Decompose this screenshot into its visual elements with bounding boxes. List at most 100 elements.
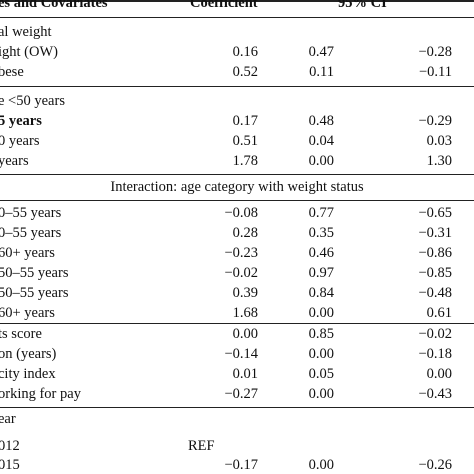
interaction-title: Interaction: age category with weight st…: [110, 179, 364, 195]
section-rule: [0, 407, 474, 408]
row-ci-lower: 0.61: [426, 305, 452, 321]
row-coefficient: 0.01: [232, 366, 258, 382]
row-coefficient: −0.08: [224, 205, 258, 221]
row-label: years: [0, 153, 29, 169]
row-coefficient: 0.00: [232, 326, 258, 342]
row-p-value: 0.77: [308, 205, 334, 221]
row-p-value: 0.04: [308, 133, 334, 149]
row-label: 50–55 years: [0, 265, 69, 281]
row-coefficient: −0.14: [224, 346, 258, 362]
row-label: on (years): [0, 346, 57, 362]
row-coefficient: −0.17: [224, 457, 258, 473]
row-label: 5 years: [0, 113, 42, 129]
row-coefficient: −0.27: [224, 386, 258, 402]
table-row: 60+ years 1.68 0.00 0.61: [0, 303, 474, 323]
row-ci-lower: −0.31: [418, 225, 452, 241]
section-title: e <50 years: [0, 93, 65, 109]
row-coefficient: −0.02: [224, 265, 258, 281]
row-label: 015: [0, 457, 20, 473]
row-coefficient: 1.78: [232, 153, 258, 169]
row-p-value: 0.35: [308, 225, 334, 241]
table-row: on (years) −0.14 0.00 −0.18: [0, 344, 474, 364]
header-ci: 95% CI: [338, 0, 387, 11]
row-ci-lower: −0.65: [418, 205, 452, 221]
row-p-value: 0.00: [308, 153, 334, 169]
section-rule: [0, 86, 474, 87]
row-ci-lower: 0.03: [426, 133, 452, 149]
table-row: city index 0.01 0.05 0.00: [0, 364, 474, 384]
row-coefficient: 0.28: [232, 225, 258, 241]
row-p-value: 0.00: [308, 457, 334, 473]
table-row: bese 0.52 0.11 −0.11: [0, 62, 474, 82]
row-p-value: 0.48: [308, 113, 334, 129]
row-ci-lower: −0.85: [418, 265, 452, 281]
table-row: 50–55 years −0.02 0.97 −0.85: [0, 263, 474, 283]
table-row: 5 years 0.17 0.48 −0.29: [0, 111, 474, 131]
section-title: ear: [0, 411, 16, 427]
row-coefficient: 0.17: [232, 113, 258, 129]
table-row: 0 years 0.51 0.04 0.03: [0, 131, 474, 151]
row-p-value: 0.46: [308, 245, 334, 261]
row-label: orking for pay: [0, 386, 81, 402]
row-ci-lower: −0.11: [418, 64, 452, 80]
table-row: orking for pay −0.27 0.00 −0.43: [0, 384, 474, 404]
row-p-value: 0.97: [308, 265, 334, 281]
table-row: years 1.78 0.00 1.30: [0, 151, 474, 171]
top-rule: [0, 0, 474, 2]
row-coefficient: 0.16: [232, 44, 258, 60]
table-row: ts score 0.00 0.85 −0.02: [0, 324, 474, 344]
row-ci-lower: −0.48: [418, 285, 452, 301]
section-title-row: al weight: [0, 22, 474, 42]
row-coefficient: −0.23: [224, 245, 258, 261]
interaction-title-row: Interaction: age category with weight st…: [0, 177, 474, 197]
section-rule: [0, 174, 474, 175]
row-p-value: 0.00: [308, 305, 334, 321]
row-ci-lower: 0.00: [426, 366, 452, 382]
row-label: 60+ years: [0, 245, 55, 261]
row-coefficient: 0.39: [232, 285, 258, 301]
section-title-row: ear: [0, 409, 474, 429]
table-row: 50–55 years 0.39 0.84 −0.48: [0, 283, 474, 303]
row-ci-lower: −0.28: [418, 44, 452, 60]
row-ci-lower: 1.30: [426, 153, 452, 169]
row-coefficient: 0.51: [232, 133, 258, 149]
row-p-value: 0.84: [308, 285, 334, 301]
row-label: city index: [0, 366, 56, 382]
row-label: 0 years: [0, 133, 40, 149]
row-coefficient: 1.68: [232, 305, 258, 321]
section-title-row: e <50 years: [0, 91, 474, 111]
row-p-value: 0.47: [308, 44, 334, 60]
row-ci-lower: −0.43: [418, 386, 452, 402]
row-label: bese: [0, 64, 24, 80]
row-p-value: 0.00: [308, 346, 334, 362]
row-label: 50–55 years: [0, 285, 69, 301]
table-row: 60+ years −0.23 0.46 −0.86: [0, 243, 474, 263]
table-row: 015 −0.17 0.00 −0.26: [0, 455, 474, 474]
row-label: 012: [0, 438, 20, 454]
row-p-value: 0.85: [308, 326, 334, 342]
header-variables: es and Covariates: [0, 0, 108, 11]
row-coefficient: 0.52: [232, 64, 258, 80]
row-p-value: 0.11: [309, 64, 334, 80]
row-label: 60+ years: [0, 305, 55, 321]
row-label: ight (OW): [0, 44, 58, 60]
row-label: ts score: [0, 326, 42, 342]
row-label: 0–55 years: [0, 205, 62, 221]
row-ci-lower: −0.26: [418, 457, 452, 473]
section-rule: [0, 200, 474, 201]
row-label: 0–55 years: [0, 225, 62, 241]
header-coefficient: Coefficient: [190, 0, 258, 11]
table-row: 0–55 years −0.08 0.77 −0.65: [0, 203, 474, 223]
row-ci-lower: −0.18: [418, 346, 452, 362]
row-p-value: 0.00: [308, 386, 334, 402]
table-row: 012 REF: [0, 436, 474, 456]
row-ci-lower: −0.29: [418, 113, 452, 129]
table-row: ight (OW) 0.16 0.47 −0.28: [0, 42, 474, 62]
header-rule: [0, 17, 474, 18]
section-title: al weight: [0, 24, 52, 40]
table-row: 0–55 years 0.28 0.35 −0.31: [0, 223, 474, 243]
row-ci-lower: −0.02: [418, 326, 452, 342]
row-ci-lower: −0.86: [418, 245, 452, 261]
row-p-value: 0.05: [308, 366, 334, 382]
row-coefficient: REF: [188, 438, 215, 454]
